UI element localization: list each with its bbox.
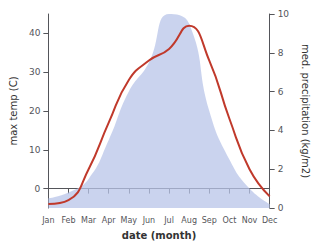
svg-text:Feb: Feb [61, 216, 75, 225]
svg-text:Jun: Jun [142, 216, 156, 225]
svg-text:0: 0 [278, 203, 284, 213]
svg-text:med. precipitation (kg/m2): med. precipitation (kg/m2) [300, 44, 311, 178]
svg-text:Apr: Apr [102, 216, 117, 225]
svg-text:30: 30 [29, 67, 41, 77]
svg-text:Jul: Jul [163, 216, 174, 225]
svg-text:Mar: Mar [81, 216, 97, 225]
svg-text:max temp (C): max temp (C) [8, 76, 19, 145]
svg-text:10: 10 [278, 9, 290, 19]
svg-text:May: May [121, 216, 138, 225]
svg-text:Sep: Sep [202, 216, 217, 225]
svg-text:Oct: Oct [222, 216, 236, 225]
svg-text:2: 2 [278, 164, 284, 174]
svg-text:Aug: Aug [181, 216, 197, 225]
svg-text:Jan: Jan [41, 216, 54, 225]
svg-text:6: 6 [278, 87, 284, 97]
svg-text:10: 10 [29, 145, 41, 155]
svg-text:0: 0 [35, 184, 41, 194]
svg-text:20: 20 [29, 106, 41, 116]
svg-text:Nov: Nov [242, 216, 258, 225]
svg-text:date (month): date (month) [122, 230, 196, 241]
svg-text:40: 40 [29, 28, 41, 38]
svg-text:4: 4 [278, 125, 284, 135]
svg-text:8: 8 [278, 48, 284, 58]
svg-text:Dec: Dec [262, 216, 277, 225]
